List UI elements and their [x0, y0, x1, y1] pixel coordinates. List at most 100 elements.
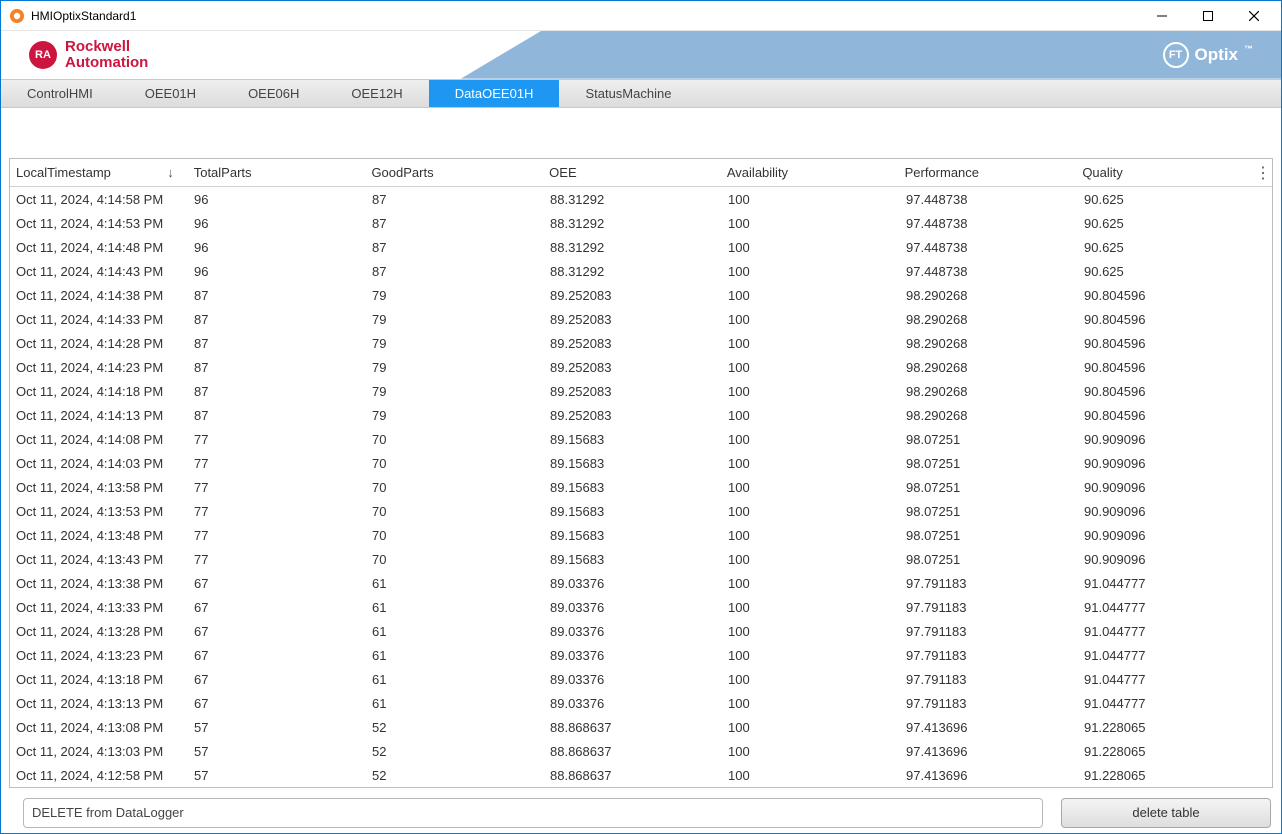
window-maximize-button[interactable] [1185, 1, 1231, 31]
column-header-label: LocalTimestamp [16, 165, 111, 180]
cell: 96 [188, 213, 366, 234]
cell: 91.044777 [1078, 645, 1256, 666]
table-row[interactable]: Oct 11, 2024, 4:14:58 PM968788.312921009… [10, 187, 1272, 211]
table-row[interactable]: Oct 11, 2024, 4:14:13 PM877989.252083100… [10, 403, 1272, 427]
trademark-symbol: ™ [1244, 44, 1253, 54]
cell: Oct 11, 2024, 4:13:23 PM [10, 645, 188, 666]
table-row[interactable]: Oct 11, 2024, 4:13:53 PM777089.156831009… [10, 499, 1272, 523]
cell: 97.791183 [900, 693, 1078, 714]
cell: 100 [722, 765, 900, 786]
table-row[interactable]: Oct 11, 2024, 4:13:38 PM676189.033761009… [10, 571, 1272, 595]
grid-menu-icon[interactable]: ⋮ [1254, 159, 1272, 186]
table-row[interactable]: Oct 11, 2024, 4:14:03 PM777089.156831009… [10, 451, 1272, 475]
column-header-availability[interactable]: Availability [721, 159, 899, 186]
cell: 98.07251 [900, 501, 1078, 522]
cell: 97.791183 [900, 597, 1078, 618]
table-row[interactable]: Oct 11, 2024, 4:14:48 PM968788.312921009… [10, 235, 1272, 259]
column-header-performance[interactable]: Performance [899, 159, 1077, 186]
column-header-quality[interactable]: Quality [1076, 159, 1254, 186]
cell: 98.290268 [900, 309, 1078, 330]
table-row[interactable]: Oct 11, 2024, 4:13:23 PM676189.033761009… [10, 643, 1272, 667]
window-minimize-button[interactable] [1139, 1, 1185, 31]
cell: 98.290268 [900, 381, 1078, 402]
cell: 88.31292 [544, 237, 722, 258]
product-badge-icon: FT [1163, 42, 1189, 68]
column-header-oee[interactable]: OEE [543, 159, 721, 186]
cell: 87 [366, 261, 544, 282]
cell: Oct 11, 2024, 4:14:58 PM [10, 189, 188, 210]
cell: 89.03376 [544, 693, 722, 714]
table-row[interactable]: Oct 11, 2024, 4:13:08 PM575288.868637100… [10, 715, 1272, 739]
cell: Oct 11, 2024, 4:13:08 PM [10, 717, 188, 738]
table-row[interactable]: Oct 11, 2024, 4:14:23 PM877989.252083100… [10, 355, 1272, 379]
tab-statusmachine[interactable]: StatusMachine [559, 80, 697, 107]
content-area: LocalTimestamp↓TotalPartsGoodPartsOEEAva… [1, 108, 1281, 796]
tab-oee06h[interactable]: OEE06H [222, 80, 325, 107]
data-grid: LocalTimestamp↓TotalPartsGoodPartsOEEAva… [9, 158, 1273, 788]
cell: 90.625 [1078, 189, 1256, 210]
table-row[interactable]: Oct 11, 2024, 4:13:58 PM777089.156831009… [10, 475, 1272, 499]
table-row[interactable]: Oct 11, 2024, 4:13:43 PM777089.156831009… [10, 547, 1272, 571]
cell: 97.413696 [900, 765, 1078, 786]
cell: 89.252083 [544, 405, 722, 426]
cell: 96 [188, 261, 366, 282]
cell: Oct 11, 2024, 4:14:38 PM [10, 285, 188, 306]
cell: Oct 11, 2024, 4:12:58 PM [10, 765, 188, 786]
table-row[interactable]: Oct 11, 2024, 4:14:28 PM877989.252083100… [10, 331, 1272, 355]
tab-oee12h[interactable]: OEE12H [325, 80, 428, 107]
cell: 87 [366, 237, 544, 258]
cell: Oct 11, 2024, 4:14:13 PM [10, 405, 188, 426]
cell: 90.909096 [1078, 501, 1256, 522]
cell: Oct 11, 2024, 4:14:28 PM [10, 333, 188, 354]
table-row[interactable]: Oct 11, 2024, 4:14:08 PM777089.156831009… [10, 427, 1272, 451]
column-header-totalparts[interactable]: TotalParts [188, 159, 366, 186]
cell: 61 [366, 693, 544, 714]
cell: 100 [722, 405, 900, 426]
sql-input[interactable] [23, 798, 1043, 828]
table-row[interactable]: Oct 11, 2024, 4:13:28 PM676189.033761009… [10, 619, 1272, 643]
table-row[interactable]: Oct 11, 2024, 4:14:33 PM877989.252083100… [10, 307, 1272, 331]
cell: 90.909096 [1078, 549, 1256, 570]
window-close-button[interactable] [1231, 1, 1277, 31]
product-badge: FT Optix ™ [1163, 42, 1253, 68]
cell: 88.868637 [544, 765, 722, 786]
cell: 100 [722, 285, 900, 306]
cell: 100 [722, 261, 900, 282]
cell: 52 [366, 741, 544, 762]
cell: 89.252083 [544, 357, 722, 378]
tab-oee01h[interactable]: OEE01H [119, 80, 222, 107]
cell: 79 [366, 405, 544, 426]
cell: 89.252083 [544, 333, 722, 354]
cell: 96 [188, 189, 366, 210]
brand-line2: Automation [65, 55, 148, 71]
grid-body[interactable]: Oct 11, 2024, 4:14:58 PM968788.312921009… [10, 187, 1272, 787]
tab-controlhmi[interactable]: ControlHMI [1, 80, 119, 107]
column-header-localtimestamp[interactable]: LocalTimestamp↓ [10, 159, 188, 186]
table-row[interactable]: Oct 11, 2024, 4:13:18 PM676189.033761009… [10, 667, 1272, 691]
cell: Oct 11, 2024, 4:13:43 PM [10, 549, 188, 570]
table-row[interactable]: Oct 11, 2024, 4:13:03 PM575288.868637100… [10, 739, 1272, 763]
column-header-goodparts[interactable]: GoodParts [365, 159, 543, 186]
cell: 89.03376 [544, 573, 722, 594]
cell: 88.868637 [544, 717, 722, 738]
window-titlebar: HMIOptixStandard1 [1, 1, 1281, 31]
table-row[interactable]: Oct 11, 2024, 4:14:18 PM877989.252083100… [10, 379, 1272, 403]
table-row[interactable]: Oct 11, 2024, 4:12:58 PM575288.868637100… [10, 763, 1272, 787]
cell: 96 [188, 237, 366, 258]
tab-dataoee01h[interactable]: DataOEE01H [429, 80, 560, 107]
cell: 91.044777 [1078, 597, 1256, 618]
cell: 100 [722, 717, 900, 738]
cell: 90.804596 [1078, 309, 1256, 330]
table-row[interactable]: Oct 11, 2024, 4:13:13 PM676189.033761009… [10, 691, 1272, 715]
table-row[interactable]: Oct 11, 2024, 4:13:48 PM777089.156831009… [10, 523, 1272, 547]
table-row[interactable]: Oct 11, 2024, 4:13:33 PM676189.033761009… [10, 595, 1272, 619]
cell: 98.290268 [900, 405, 1078, 426]
cell: 87 [188, 357, 366, 378]
table-row[interactable]: Oct 11, 2024, 4:14:53 PM968788.312921009… [10, 211, 1272, 235]
delete-table-button[interactable]: delete table [1061, 798, 1271, 828]
cell: Oct 11, 2024, 4:14:33 PM [10, 309, 188, 330]
table-row[interactable]: Oct 11, 2024, 4:14:38 PM877989.252083100… [10, 283, 1272, 307]
cell: 89.03376 [544, 597, 722, 618]
table-row[interactable]: Oct 11, 2024, 4:14:43 PM968788.312921009… [10, 259, 1272, 283]
cell: 79 [366, 285, 544, 306]
